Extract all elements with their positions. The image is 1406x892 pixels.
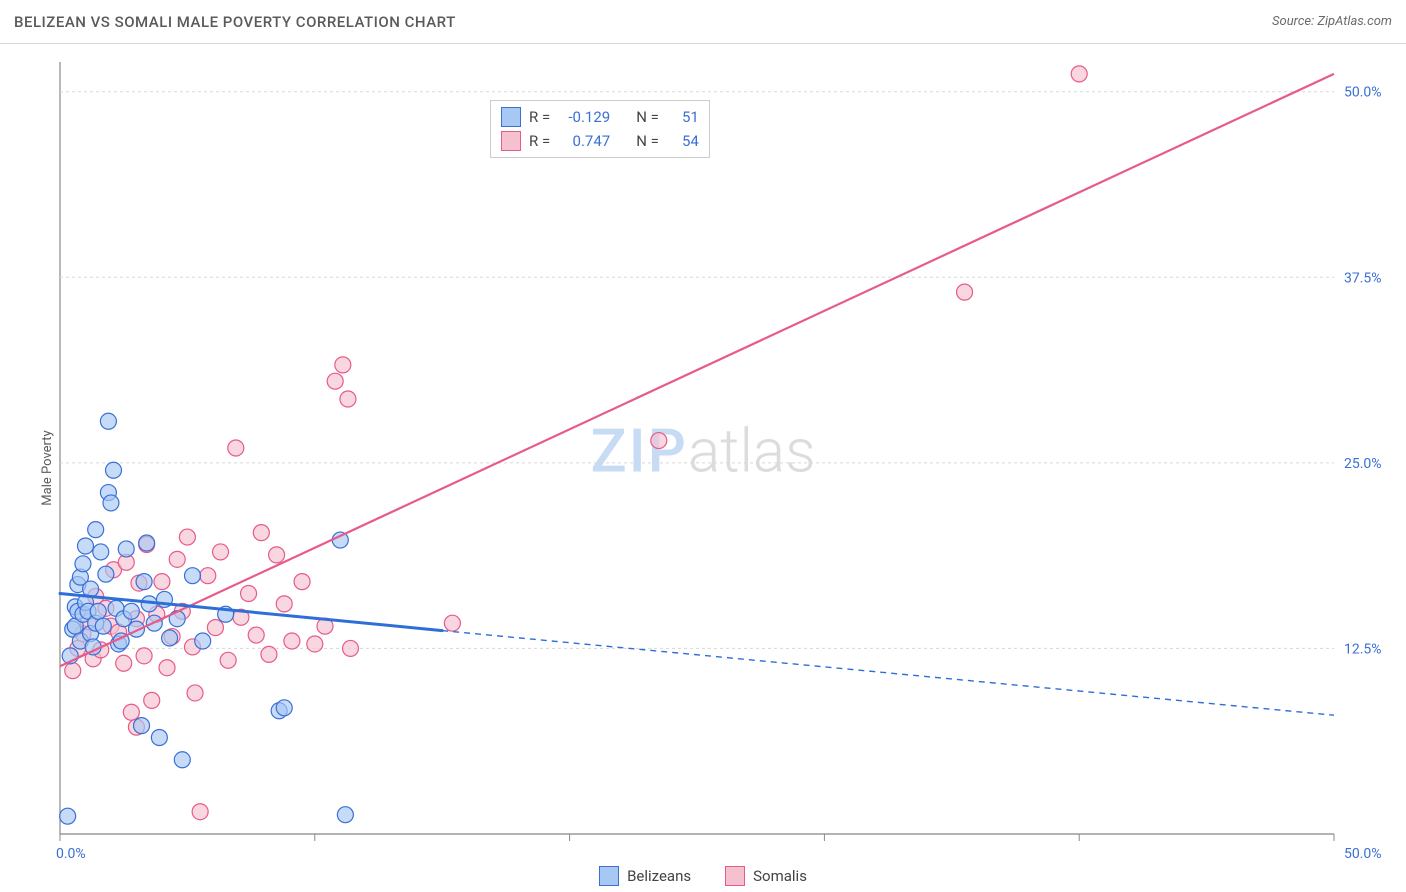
n-label: N = xyxy=(636,108,659,126)
svg-text:50.0%: 50.0% xyxy=(1344,846,1382,862)
chart-area: Male Poverty ZIPatlas 12.5%25.0%37.5%50.… xyxy=(0,44,1406,892)
legend-label: Somalis xyxy=(753,867,807,885)
svg-text:50.0%: 50.0% xyxy=(1344,85,1382,101)
n-value: 51 xyxy=(667,108,699,126)
r-label: R = xyxy=(529,108,550,126)
legend-row-belizeans: R = -0.129 N = 51 xyxy=(501,105,699,129)
n-label: N = xyxy=(636,132,659,150)
r-value: -0.129 xyxy=(558,108,610,126)
swatch-blue-icon xyxy=(501,107,521,127)
swatch-pink-icon xyxy=(501,131,521,151)
legend-label: Belizeans xyxy=(627,867,691,885)
correlation-legend: R = -0.129 N = 51 R = 0.747 N = 54 xyxy=(490,100,710,158)
chart-title: BELIZEAN VS SOMALI MALE POVERTY CORRELAT… xyxy=(14,13,456,31)
series-legend: Belizeans Somalis xyxy=(0,866,1406,886)
svg-text:0.0%: 0.0% xyxy=(56,846,86,862)
legend-item-belizeans: Belizeans xyxy=(599,866,691,886)
svg-text:37.5%: 37.5% xyxy=(1344,270,1382,286)
legend-item-somalis: Somalis xyxy=(725,866,807,886)
svg-text:25.0%: 25.0% xyxy=(1344,456,1382,472)
source-label: Source: ZipAtlas.com xyxy=(1272,14,1392,29)
scatter-plot: 12.5% 25.0% 37.5% 50.0% 0.0% 50.0% xyxy=(42,44,1406,892)
svg-text:12.5%: 12.5% xyxy=(1344,641,1382,657)
r-label: R = xyxy=(529,132,550,150)
swatch-pink-icon xyxy=(725,866,745,886)
legend-row-somalis: R = 0.747 N = 54 xyxy=(501,129,699,153)
n-value: 54 xyxy=(667,132,699,150)
r-value: 0.747 xyxy=(558,132,610,150)
swatch-blue-icon xyxy=(599,866,619,886)
